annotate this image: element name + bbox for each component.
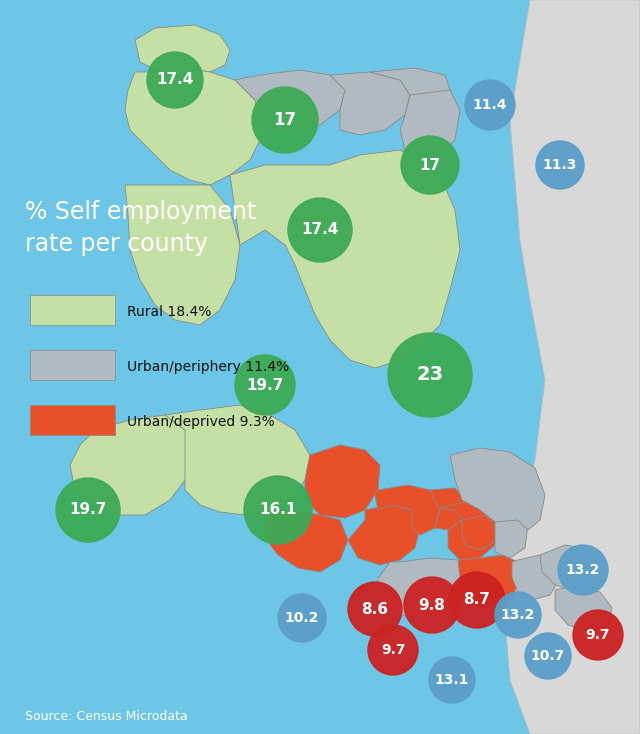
Text: 9.7: 9.7 bbox=[381, 643, 405, 657]
Polygon shape bbox=[450, 555, 520, 605]
Polygon shape bbox=[70, 415, 190, 515]
Polygon shape bbox=[375, 485, 440, 535]
Text: 23: 23 bbox=[417, 366, 444, 385]
Text: 19.7: 19.7 bbox=[69, 503, 107, 517]
Text: Source: Census Microdata: Source: Census Microdata bbox=[25, 710, 188, 723]
FancyBboxPatch shape bbox=[30, 405, 115, 435]
Text: Rural 18.4%: Rural 18.4% bbox=[127, 305, 211, 319]
FancyBboxPatch shape bbox=[30, 295, 115, 325]
Polygon shape bbox=[450, 448, 545, 530]
Polygon shape bbox=[125, 185, 240, 325]
Circle shape bbox=[348, 582, 402, 636]
Circle shape bbox=[368, 625, 418, 675]
Text: 11.3: 11.3 bbox=[543, 158, 577, 172]
Text: 13.1: 13.1 bbox=[435, 673, 469, 687]
Circle shape bbox=[235, 355, 295, 415]
Text: 11.4: 11.4 bbox=[473, 98, 508, 112]
Polygon shape bbox=[165, 405, 310, 515]
Polygon shape bbox=[430, 488, 465, 530]
Polygon shape bbox=[348, 505, 420, 565]
Text: 19.7: 19.7 bbox=[246, 377, 284, 393]
Polygon shape bbox=[370, 68, 450, 100]
Polygon shape bbox=[512, 555, 560, 600]
Text: Urban/deprived 9.3%: Urban/deprived 9.3% bbox=[127, 415, 275, 429]
Circle shape bbox=[429, 657, 475, 703]
Circle shape bbox=[288, 198, 352, 262]
Text: 16.1: 16.1 bbox=[259, 503, 297, 517]
Polygon shape bbox=[330, 72, 410, 135]
Polygon shape bbox=[125, 68, 265, 185]
Circle shape bbox=[558, 545, 608, 595]
Circle shape bbox=[56, 478, 120, 542]
Text: 13.2: 13.2 bbox=[566, 563, 600, 577]
Circle shape bbox=[573, 610, 623, 660]
Polygon shape bbox=[235, 70, 345, 130]
Polygon shape bbox=[540, 545, 595, 590]
Text: 8.7: 8.7 bbox=[463, 592, 490, 608]
Text: 10.2: 10.2 bbox=[285, 611, 319, 625]
Circle shape bbox=[525, 633, 571, 679]
Text: 9.8: 9.8 bbox=[419, 597, 445, 612]
Polygon shape bbox=[462, 515, 495, 550]
Circle shape bbox=[495, 592, 541, 638]
Circle shape bbox=[278, 594, 326, 642]
Circle shape bbox=[244, 476, 312, 544]
Circle shape bbox=[449, 572, 505, 628]
Circle shape bbox=[388, 333, 472, 417]
Polygon shape bbox=[265, 510, 348, 572]
Circle shape bbox=[536, 141, 584, 189]
Text: 10.7: 10.7 bbox=[531, 649, 565, 663]
Polygon shape bbox=[230, 150, 460, 368]
Text: 9.7: 9.7 bbox=[586, 628, 611, 642]
Text: 17: 17 bbox=[273, 111, 296, 129]
Circle shape bbox=[404, 577, 460, 633]
Circle shape bbox=[252, 87, 318, 153]
FancyBboxPatch shape bbox=[30, 350, 115, 380]
Text: 13.2: 13.2 bbox=[501, 608, 535, 622]
Polygon shape bbox=[378, 558, 460, 618]
Polygon shape bbox=[400, 90, 460, 160]
Text: 8.6: 8.6 bbox=[362, 601, 388, 617]
Polygon shape bbox=[440, 502, 500, 560]
Text: 17.4: 17.4 bbox=[156, 73, 194, 87]
Circle shape bbox=[465, 80, 515, 130]
Polygon shape bbox=[135, 25, 230, 72]
Text: Urban/periphery 11.4%: Urban/periphery 11.4% bbox=[127, 360, 289, 374]
Polygon shape bbox=[305, 445, 380, 518]
Circle shape bbox=[147, 52, 203, 108]
Text: % Self employment
rate per county: % Self employment rate per county bbox=[25, 200, 256, 255]
Text: 17: 17 bbox=[419, 158, 440, 172]
Polygon shape bbox=[505, 0, 640, 734]
Text: 17.4: 17.4 bbox=[301, 222, 339, 238]
Polygon shape bbox=[555, 585, 612, 632]
Circle shape bbox=[401, 136, 459, 194]
Polygon shape bbox=[495, 515, 528, 558]
